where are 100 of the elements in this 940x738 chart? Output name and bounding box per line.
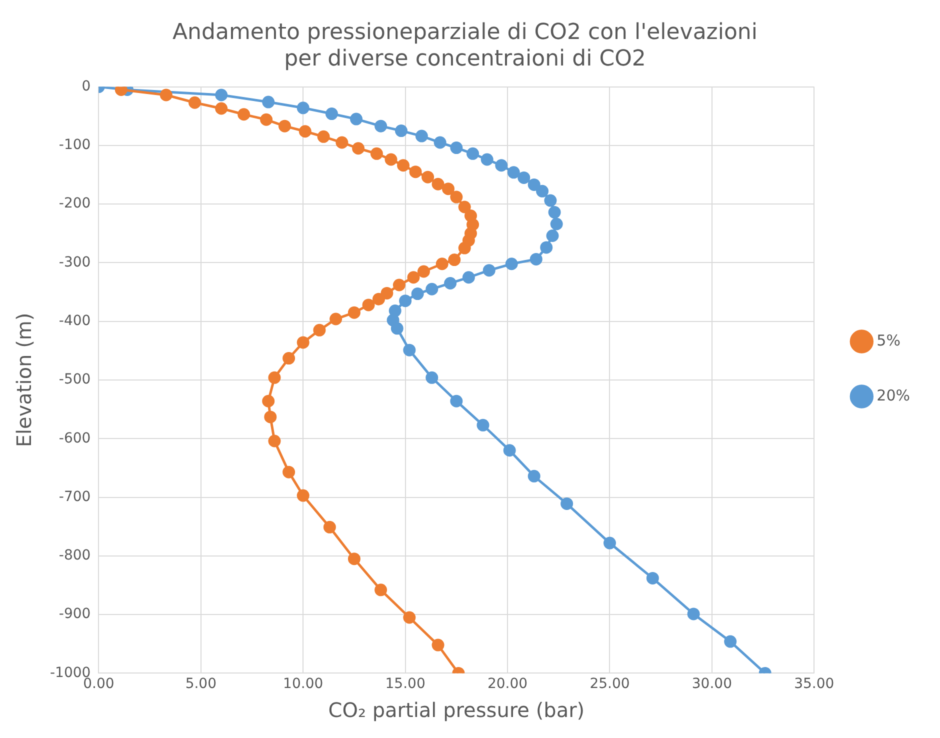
point	[268, 371, 281, 384]
point	[417, 265, 430, 278]
point	[403, 611, 416, 624]
point	[374, 584, 388, 596]
x-tick-label: 35.00	[794, 676, 834, 692]
point	[260, 113, 273, 126]
point	[262, 96, 275, 108]
point	[264, 410, 277, 424]
point	[298, 125, 312, 138]
point	[503, 444, 516, 457]
point	[390, 322, 404, 335]
point	[188, 96, 202, 109]
y-tick-label: -700	[58, 488, 91, 505]
point	[380, 286, 394, 300]
point	[546, 229, 559, 242]
point	[426, 282, 438, 296]
point	[476, 418, 490, 432]
y-tick-label: -900	[58, 606, 91, 622]
point	[278, 120, 291, 132]
point	[505, 258, 518, 270]
point	[415, 130, 428, 142]
point	[336, 136, 348, 149]
point	[466, 147, 480, 160]
point	[432, 638, 444, 652]
y-tick-label: -400	[58, 313, 91, 329]
y-tick-label: -600	[58, 430, 91, 446]
x-tick-label: 10.00	[283, 676, 324, 692]
x-tick-label: 30.00	[692, 676, 732, 692]
y-tick-label: 0	[82, 78, 91, 94]
point	[436, 258, 448, 270]
point	[114, 86, 128, 96]
point	[507, 166, 520, 179]
point	[317, 130, 330, 143]
point	[480, 153, 494, 166]
point	[348, 306, 360, 319]
point	[392, 278, 406, 292]
point	[215, 102, 228, 115]
point	[646, 572, 659, 584]
point	[325, 108, 338, 120]
point	[350, 112, 363, 126]
point	[432, 178, 444, 190]
point	[348, 552, 360, 566]
x-tick-label: 5.00	[185, 676, 216, 692]
point	[238, 108, 250, 121]
point	[323, 520, 336, 534]
point	[296, 102, 310, 114]
point	[313, 324, 326, 336]
point	[262, 394, 275, 408]
point	[530, 252, 542, 266]
point	[282, 352, 296, 365]
point	[540, 241, 553, 254]
point	[444, 276, 457, 290]
point	[399, 294, 412, 308]
point	[352, 142, 365, 155]
point	[687, 608, 700, 620]
point	[397, 159, 410, 172]
point	[426, 371, 438, 384]
point	[215, 88, 228, 102]
point	[330, 312, 342, 326]
point	[528, 178, 540, 191]
point	[528, 470, 540, 482]
point	[450, 142, 463, 154]
point	[403, 344, 416, 356]
point	[282, 466, 296, 478]
point	[372, 292, 385, 306]
y-tick-label: -300	[58, 254, 91, 270]
point	[296, 489, 310, 502]
point	[362, 298, 375, 312]
y-tick-label: -800	[58, 548, 91, 564]
point	[724, 635, 737, 648]
x-tick-label: 15.00	[385, 676, 426, 692]
x-tick-label: 20.00	[487, 676, 528, 692]
point	[448, 254, 461, 266]
point	[544, 194, 557, 207]
point	[268, 434, 281, 448]
legend-label: 5%	[876, 331, 900, 350]
point	[518, 171, 530, 184]
point	[434, 136, 446, 149]
point	[458, 200, 471, 214]
point	[458, 242, 471, 254]
point	[603, 536, 616, 550]
point	[411, 288, 424, 300]
point	[548, 206, 561, 219]
point	[296, 336, 310, 349]
point	[450, 394, 463, 408]
point	[374, 120, 388, 132]
y-tick-label: -500	[58, 372, 91, 388]
point	[409, 166, 422, 178]
y-axis-title: Elevation (m)	[12, 312, 36, 448]
point	[370, 147, 383, 160]
point	[495, 159, 508, 172]
point	[450, 190, 463, 204]
point	[422, 170, 434, 184]
point	[442, 182, 454, 196]
point	[388, 304, 402, 318]
y-tick-label: -200	[58, 196, 91, 212]
point	[482, 264, 496, 277]
point	[462, 271, 475, 284]
point	[550, 218, 563, 230]
x-tick-label: 25.00	[590, 676, 630, 692]
